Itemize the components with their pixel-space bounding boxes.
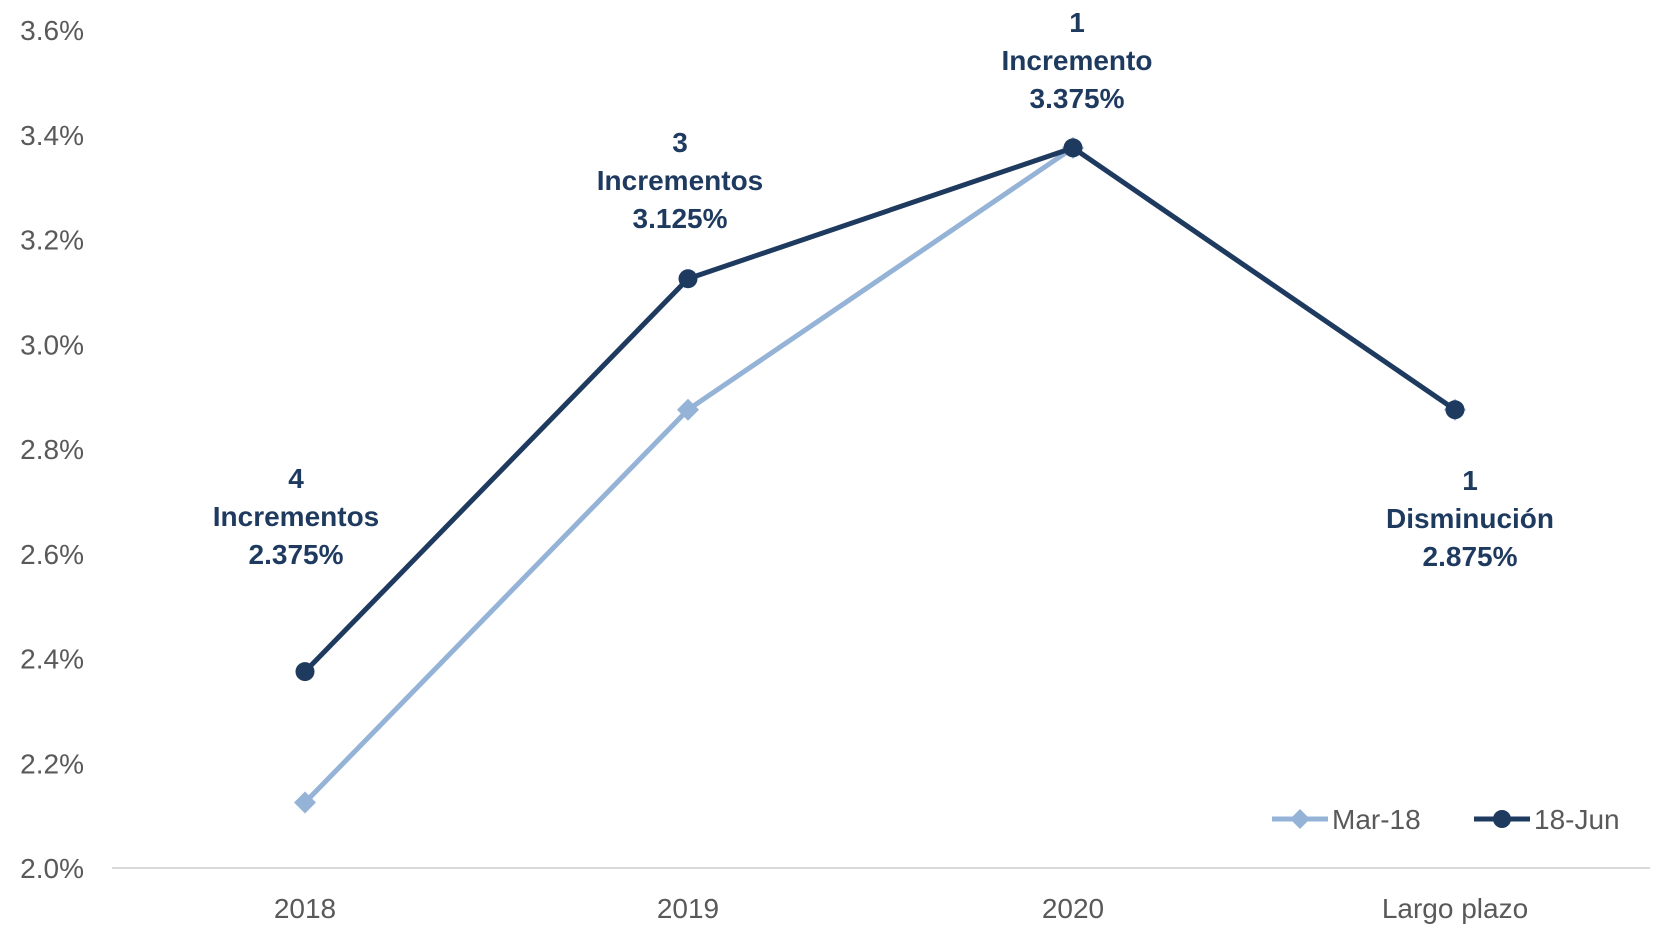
annotation-label: Incremento	[1002, 45, 1153, 76]
x-tick-label: 2020	[1042, 893, 1104, 924]
y-tick-label: 2.0%	[20, 853, 84, 884]
legend-marker	[1493, 810, 1511, 828]
y-tick-label: 3.4%	[20, 120, 84, 151]
y-tick-label: 2.2%	[20, 748, 84, 779]
x-tick-label: Largo plazo	[1382, 893, 1528, 924]
data-point	[294, 791, 316, 814]
annotation-label: 2.375%	[249, 539, 344, 570]
y-tick-label: 3.0%	[20, 329, 84, 360]
annotation-label: 1	[1462, 465, 1478, 496]
x-tick-label: 2018	[274, 893, 336, 924]
series-line-2	[303, 145, 1457, 674]
data-point	[678, 269, 698, 289]
data-point	[1445, 400, 1465, 420]
annotation-label: 4	[288, 463, 304, 494]
series-line-1	[303, 145, 1457, 805]
y-tick-label: 2.8%	[20, 434, 84, 465]
legend-label: 18-Jun	[1534, 804, 1620, 835]
annotation-label: Incrementos	[597, 165, 764, 196]
annotation-label: Incrementos	[213, 501, 380, 532]
annotation-label: 3.375%	[1030, 83, 1125, 114]
legend-label: Mar-18	[1332, 804, 1421, 835]
annotation-label: 2.875%	[1423, 541, 1518, 572]
y-tick-label: 3.6%	[20, 15, 84, 46]
y-tick-label: 2.6%	[20, 539, 84, 570]
data-point	[1063, 138, 1083, 158]
y-tick-label: 2.4%	[20, 644, 84, 675]
data-point	[295, 662, 315, 682]
legend-marker	[1290, 809, 1310, 829]
data-point	[677, 398, 699, 421]
annotation-label: 3.125%	[633, 203, 728, 234]
annotation-label: Disminución	[1386, 503, 1554, 534]
y-tick-label: 3.2%	[20, 225, 84, 256]
annotation-label: 1	[1069, 7, 1085, 38]
annotation-label: 3	[672, 127, 688, 158]
x-tick-label: 2019	[657, 893, 719, 924]
